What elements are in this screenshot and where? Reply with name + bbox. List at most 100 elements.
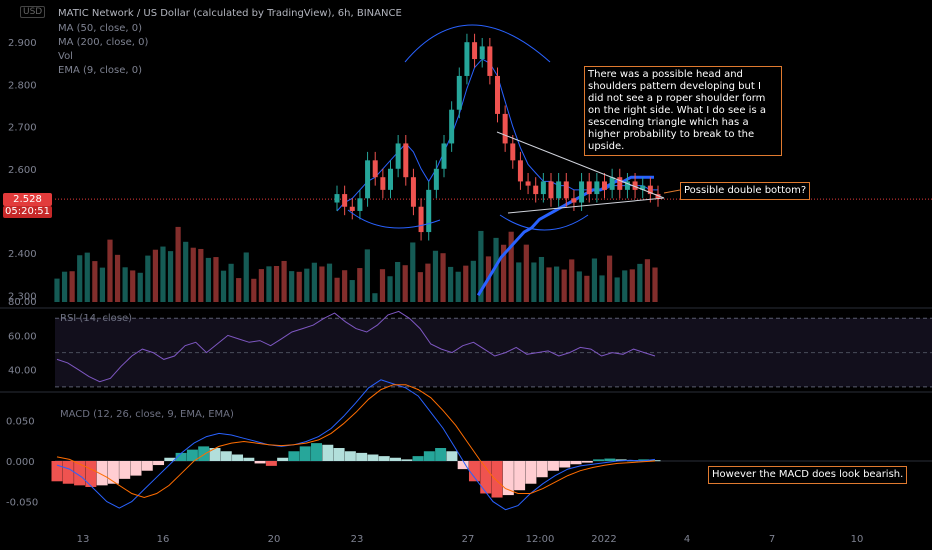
volume-bar — [198, 248, 204, 302]
macd-histogram-bar — [186, 449, 198, 461]
macd-line — [56, 379, 656, 511]
macd-histogram-bar — [288, 451, 300, 461]
macd-histogram-bar — [232, 454, 244, 461]
macd-histogram-bar — [480, 461, 492, 494]
rsi-title: RSI (14, close) — [60, 313, 132, 324]
macd-title: MACD (12, 26, close, 9, EMA, EMA) — [60, 409, 234, 420]
volume-bar — [145, 255, 151, 302]
volume-bar — [251, 278, 257, 302]
volume-bar — [84, 252, 90, 302]
volume-bar — [629, 269, 635, 302]
candle-body — [395, 143, 401, 169]
volume-bar — [160, 246, 166, 302]
volume-bar — [289, 271, 295, 302]
candle-body — [441, 143, 447, 169]
macd-histogram-bar — [164, 457, 176, 461]
volume-bar — [190, 247, 196, 302]
volume-bar — [281, 260, 287, 302]
triangle-lower-line — [507, 197, 665, 214]
candle-body — [632, 181, 638, 190]
time-axis-tick-label: 23 — [351, 534, 364, 545]
candle-body — [563, 181, 569, 199]
indicator-vol[interactable]: Vol — [58, 51, 73, 62]
volume-bar — [243, 252, 249, 302]
macd-histogram-bar — [153, 461, 165, 466]
candle-body — [510, 143, 516, 161]
macd-histogram-bar — [265, 461, 277, 466]
volume-bar — [637, 263, 643, 302]
symbol-box[interactable]: USD — [20, 6, 46, 18]
volume-bar — [395, 261, 401, 302]
volume-bar — [228, 263, 234, 302]
volume-bar — [236, 278, 242, 302]
volume-bar — [599, 275, 605, 302]
volume-bar — [463, 265, 469, 302]
volume-bar — [652, 267, 658, 302]
price-axis-tick-label: 2.300 — [8, 291, 37, 302]
macd-histogram-bar — [62, 461, 74, 484]
time-axis-tick-label: 10 — [851, 534, 864, 545]
macd-histogram-bar — [389, 457, 401, 461]
macd-histogram-bar — [85, 461, 97, 487]
candle-body — [342, 194, 348, 207]
candle-body — [479, 46, 485, 60]
volume-bar — [561, 269, 567, 302]
time-axis-tick-label: 16 — [157, 534, 170, 545]
volume-bar — [107, 239, 113, 302]
rsi-line — [56, 310, 656, 383]
candle-body — [556, 181, 562, 199]
head-arc — [404, 24, 551, 63]
indicator-ma-50[interactable]: MA (50, close, 0) — [58, 23, 143, 34]
head-shoulders-note[interactable]: There was a possible head and shoulders … — [584, 66, 782, 156]
macd-axis-tick-label: 0.050 — [6, 416, 35, 427]
macd-histogram-bar — [593, 459, 605, 461]
left-shoulder-arc — [347, 209, 441, 229]
volume-bar — [508, 231, 514, 302]
candle-body — [602, 181, 607, 190]
rsi-axis-tick-label: 60.00 — [8, 331, 37, 342]
candle-body — [410, 177, 416, 207]
candle-body — [502, 113, 508, 144]
double-bottom-arc — [499, 214, 589, 231]
chart-title[interactable]: MATIC Network / US Dollar (calculated by… — [58, 8, 402, 19]
volume-bar — [417, 272, 423, 302]
rsi-axis-tick-label: 80.00 — [8, 297, 37, 308]
price-axis-tick-label: 2.400 — [8, 249, 37, 260]
volume-bar — [258, 269, 264, 302]
volume-bar — [130, 270, 136, 302]
volume-bar — [92, 261, 98, 302]
time-axis-tick-label: 13 — [77, 534, 90, 545]
double-bottom-note[interactable]: Possible double bottom? — [680, 182, 811, 200]
candle-body — [472, 42, 478, 60]
macd-bearish-note[interactable]: However the MACD does look bearish. — [708, 466, 908, 484]
price-axis-tick-label: 2.900 — [8, 38, 37, 49]
volume-bar — [379, 269, 386, 302]
macd-histogram-bar — [536, 461, 548, 478]
candle-body — [357, 198, 363, 211]
indicator-ema-9[interactable]: EMA (9, close, 0) — [58, 65, 142, 76]
volume-bar — [644, 259, 651, 302]
volume-bar — [523, 244, 529, 302]
candle-body — [426, 189, 432, 233]
macd-histogram-bar — [559, 461, 571, 468]
indicator-ma-200[interactable]: MA (200, close, 0) — [58, 37, 149, 48]
volume-bar — [372, 293, 378, 302]
volume-bar — [342, 270, 348, 302]
macd-histogram-bar — [344, 451, 356, 461]
volume-bar — [77, 255, 83, 302]
volume-bar — [531, 262, 537, 302]
volume-bar — [364, 249, 370, 302]
candle-body — [548, 181, 554, 199]
volume-bar — [349, 280, 355, 302]
macd-histogram-bar — [96, 461, 108, 486]
time-axis-tick-label: 7 — [769, 534, 775, 545]
macd-histogram-bar — [615, 459, 627, 461]
macd-histogram-bar — [401, 459, 413, 461]
volume-bar — [591, 258, 598, 302]
macd-histogram-bar — [175, 452, 187, 461]
macd-histogram-bar — [412, 456, 424, 461]
volume-bar — [122, 267, 128, 302]
macd-histogram-bar — [209, 448, 221, 461]
